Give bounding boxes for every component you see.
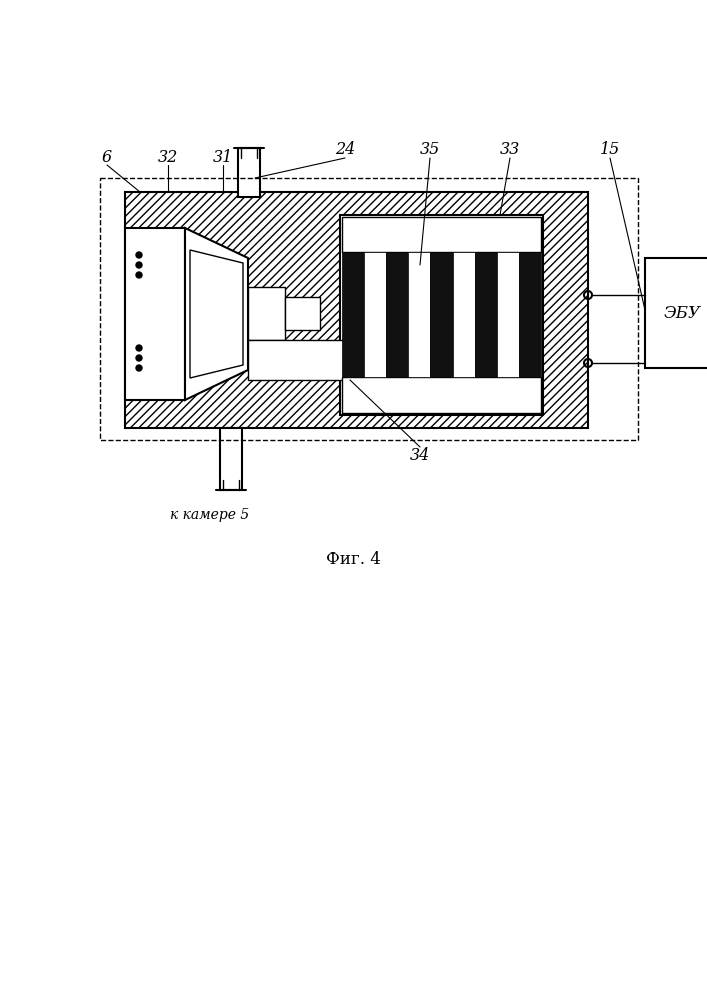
Bar xyxy=(125,228,185,400)
Bar xyxy=(220,428,242,490)
Text: 33: 33 xyxy=(500,141,520,158)
Bar xyxy=(409,252,431,377)
Bar xyxy=(342,377,541,413)
Bar xyxy=(386,252,409,377)
Bar xyxy=(342,217,541,252)
Bar xyxy=(248,340,370,380)
Polygon shape xyxy=(185,228,248,400)
Circle shape xyxy=(136,355,142,361)
Bar xyxy=(452,252,474,377)
Text: 35: 35 xyxy=(420,141,440,158)
Bar xyxy=(248,287,285,340)
Bar xyxy=(285,297,320,330)
Bar xyxy=(497,252,519,377)
Bar xyxy=(125,192,588,428)
Text: 31: 31 xyxy=(213,148,233,165)
Circle shape xyxy=(136,345,142,351)
Bar xyxy=(645,258,707,368)
Text: 6: 6 xyxy=(102,148,112,165)
Circle shape xyxy=(136,262,142,268)
Text: Фиг. 4: Фиг. 4 xyxy=(325,552,380,568)
Bar xyxy=(340,215,543,415)
Text: 32: 32 xyxy=(158,148,178,165)
Bar xyxy=(474,252,497,377)
Polygon shape xyxy=(190,250,243,378)
Bar xyxy=(342,252,364,377)
Text: 15: 15 xyxy=(600,141,620,158)
Circle shape xyxy=(136,365,142,371)
Bar xyxy=(364,252,386,377)
Circle shape xyxy=(136,252,142,258)
Text: 34: 34 xyxy=(410,446,430,464)
Text: ЭБУ: ЭБУ xyxy=(664,304,701,322)
Text: 24: 24 xyxy=(335,141,355,158)
Circle shape xyxy=(136,272,142,278)
Bar xyxy=(100,178,638,440)
Text: к камере 5: к камере 5 xyxy=(170,508,250,522)
Bar xyxy=(431,252,452,377)
Bar xyxy=(238,148,260,197)
Bar xyxy=(519,252,541,377)
